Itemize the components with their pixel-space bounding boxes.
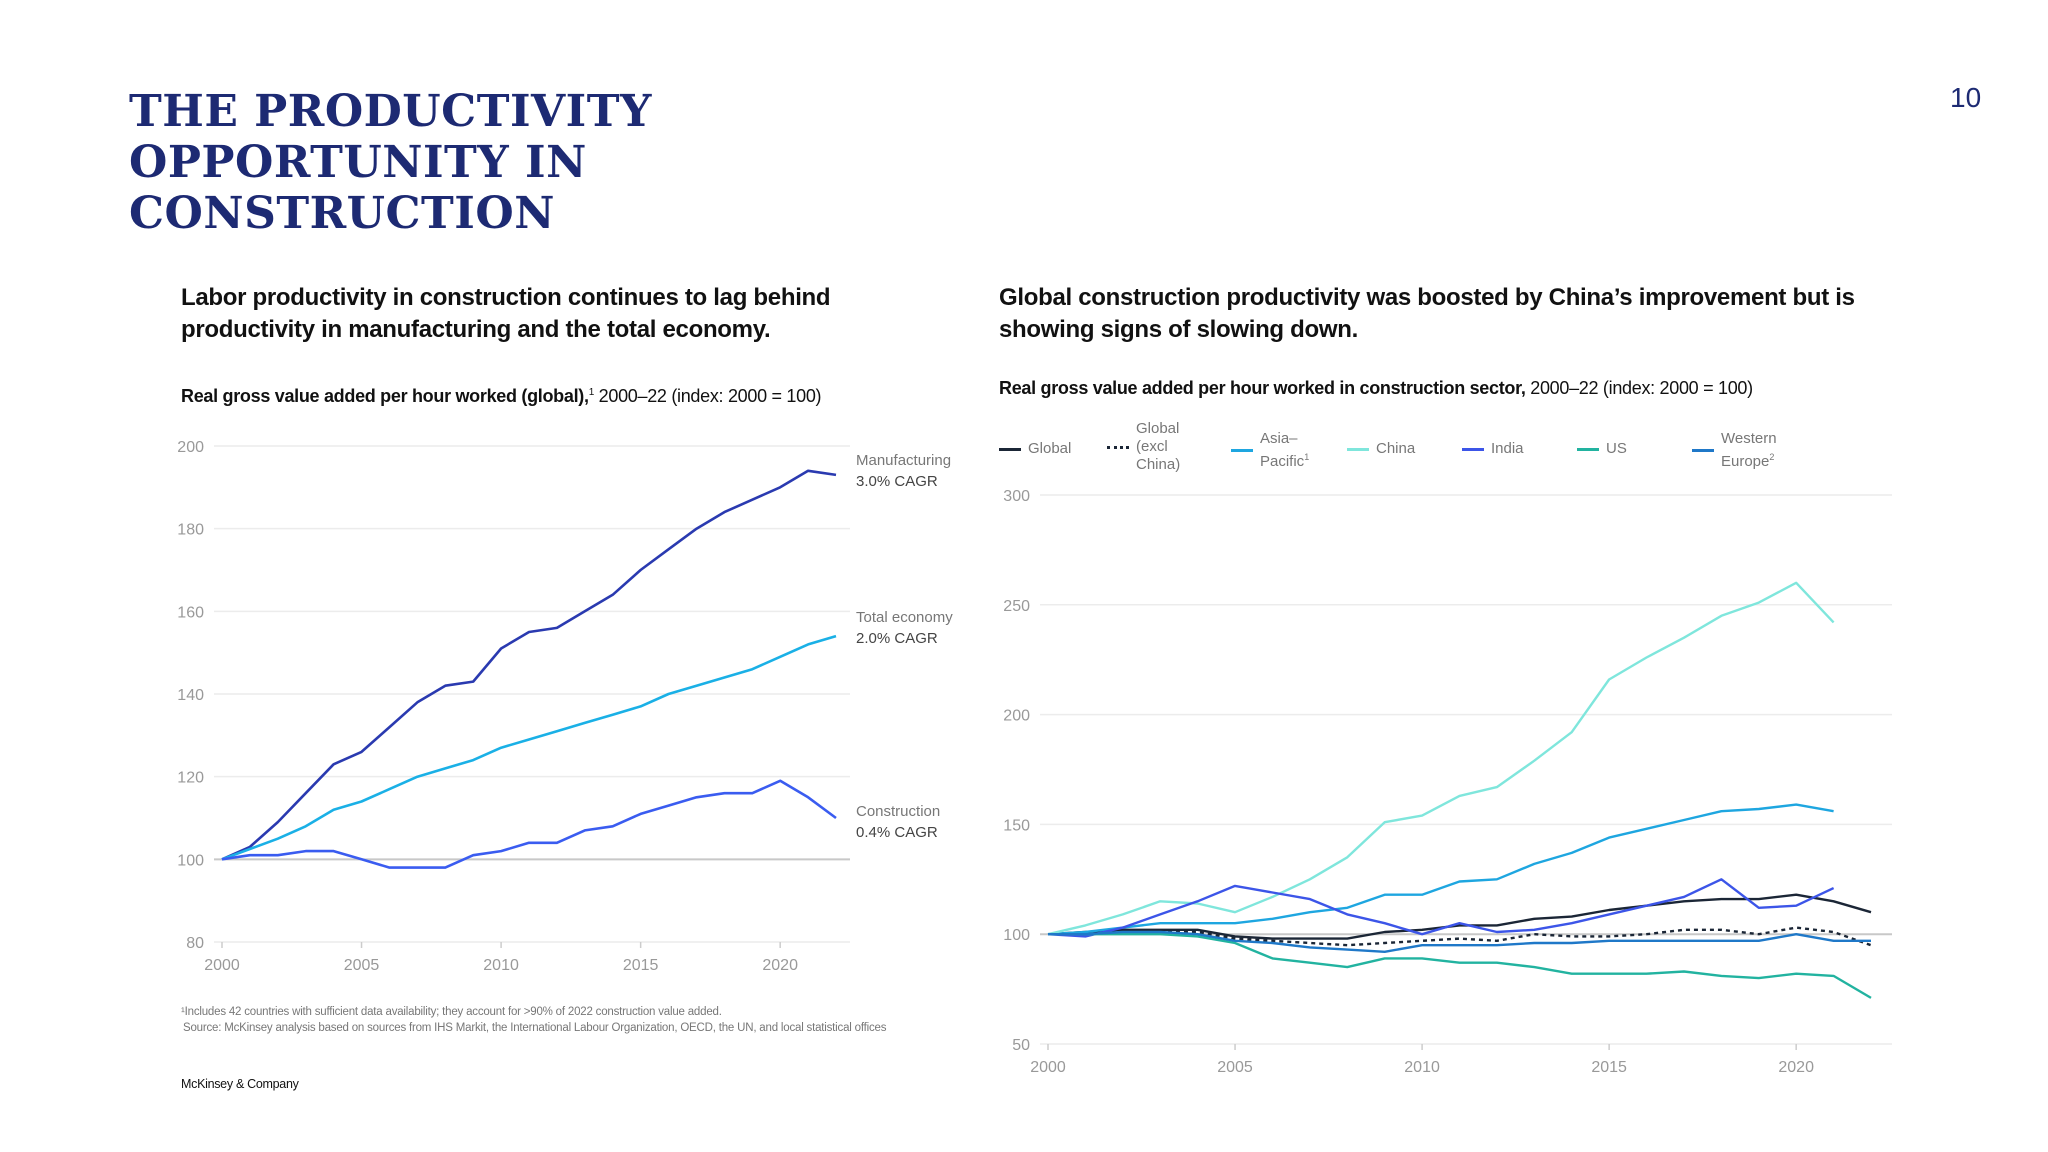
- series-line-global-excl-china-: [1048, 926, 1872, 947]
- series-line-global: [1047, 893, 1872, 940]
- legend-swatch: [1231, 449, 1253, 452]
- legend-item: US: [1577, 440, 1627, 458]
- legend-swatch: [999, 447, 1021, 451]
- legend-label: Western Europe2: [1721, 430, 1777, 470]
- y-tick-label: 140: [177, 687, 204, 704]
- legend-label: India: [1491, 440, 1524, 457]
- legend-label: China: [1376, 440, 1416, 457]
- series-cagr: 3.0% CAGR: [856, 473, 938, 490]
- x-tick-label: 2000: [204, 957, 240, 974]
- legend-label: Global (excl China): [1136, 420, 1181, 473]
- legend-label: Global: [1028, 440, 1072, 457]
- x-tick-label: 2020: [1778, 1059, 1814, 1076]
- y-tick-label: 300: [1003, 488, 1030, 505]
- y-tick-label: 200: [1003, 708, 1030, 725]
- left-subtitle-bold: Real gross value added per hour worked (…: [181, 386, 589, 406]
- x-tick-label: 2015: [1591, 1059, 1627, 1076]
- series-line-asia-pacific: [1047, 803, 1834, 936]
- legend-sup: 1: [1304, 452, 1310, 462]
- right-subtitle-rest: 2000–22 (index: 2000 = 100): [1525, 378, 1753, 398]
- legend-swatch: [1577, 447, 1599, 451]
- x-tick-label: 2000: [1030, 1059, 1066, 1076]
- series-label: Construction: [856, 803, 940, 820]
- page-title: THE PRODUCTIVITY OPPORTUNITY IN CONSTRUC…: [129, 86, 652, 239]
- x-tick-label: 2010: [483, 957, 519, 974]
- right-headline: Global construction productivity was boo…: [999, 284, 1855, 343]
- y-tick-label: 160: [177, 604, 204, 621]
- series-line-manufacturing: [221, 469, 837, 861]
- series-label: Total economy: [856, 609, 953, 626]
- x-tick-label: 2005: [1217, 1059, 1253, 1076]
- series-line-india: [1047, 878, 1835, 938]
- y-tick-label: 100: [177, 852, 204, 869]
- y-tick-label: 250: [1003, 598, 1030, 615]
- legend-swatch: [1107, 445, 1129, 449]
- y-tick-label: 80: [186, 935, 204, 952]
- legend-item: Asia–Pacific1: [1231, 430, 1322, 471]
- legend-label: US: [1606, 440, 1627, 457]
- y-tick-label: 50: [1012, 1037, 1030, 1054]
- legend-item: Global: [999, 440, 1071, 458]
- x-tick-label: 2020: [762, 957, 798, 974]
- series-line-construction: [221, 779, 837, 869]
- left-subtitle-sup: 1: [588, 387, 595, 398]
- legend-item: Global (excl China): [1107, 420, 1198, 474]
- right-subtitle: Real gross value added per hour worked i…: [999, 378, 1753, 399]
- x-tick-label: 2010: [1404, 1059, 1440, 1076]
- series-cagr: 0.4% CAGR: [856, 824, 938, 841]
- source-note: Source: McKinsey analysis based on sourc…: [183, 1022, 887, 1034]
- y-tick-label: 100: [1003, 927, 1030, 944]
- brand-logo: McKinsey & Company: [181, 1077, 299, 1091]
- legend-swatch: [1462, 447, 1484, 451]
- series-line-western-europe: [1048, 930, 1871, 953]
- y-tick-label: 120: [177, 770, 204, 787]
- legend-item: China: [1347, 440, 1415, 458]
- right-legend: Global Global (excl China) Asia–Pacific1 Ch…: [999, 418, 1899, 478]
- series-line-china: [1047, 581, 1835, 936]
- x-tick-label: 2015: [623, 957, 659, 974]
- y-tick-label: 200: [177, 439, 204, 456]
- x-tick-label: 2005: [344, 957, 380, 974]
- legend-swatch: [1692, 449, 1714, 452]
- footnote: ¹Includes 42 countries with sufficient d…: [181, 1006, 722, 1018]
- series-cagr: 2.0% CAGR: [856, 630, 938, 647]
- page-number: 10: [1950, 82, 1982, 113]
- legend-item: Western Europe2: [1692, 430, 1783, 471]
- series-line-total-economy: [221, 634, 837, 861]
- y-tick-label: 180: [177, 522, 204, 539]
- legend-item: India: [1462, 440, 1524, 458]
- right-subtitle-bold: Real gross value added per hour worked i…: [999, 378, 1526, 398]
- legend-label: Asia–Pacific1: [1260, 430, 1310, 470]
- legend-swatch: [1347, 447, 1369, 451]
- series-line-us: [1048, 933, 1872, 999]
- left-subtitle-rest: 2000–22 (index: 2000 = 100): [593, 386, 822, 406]
- left-subtitle: Real gross value added per hour worked (…: [181, 386, 822, 407]
- legend-sup: 2: [1769, 452, 1775, 462]
- series-label: Manufacturing: [856, 452, 951, 469]
- left-headline: Labor productivity in construction conti…: [181, 284, 831, 343]
- y-tick-label: 150: [1003, 817, 1030, 834]
